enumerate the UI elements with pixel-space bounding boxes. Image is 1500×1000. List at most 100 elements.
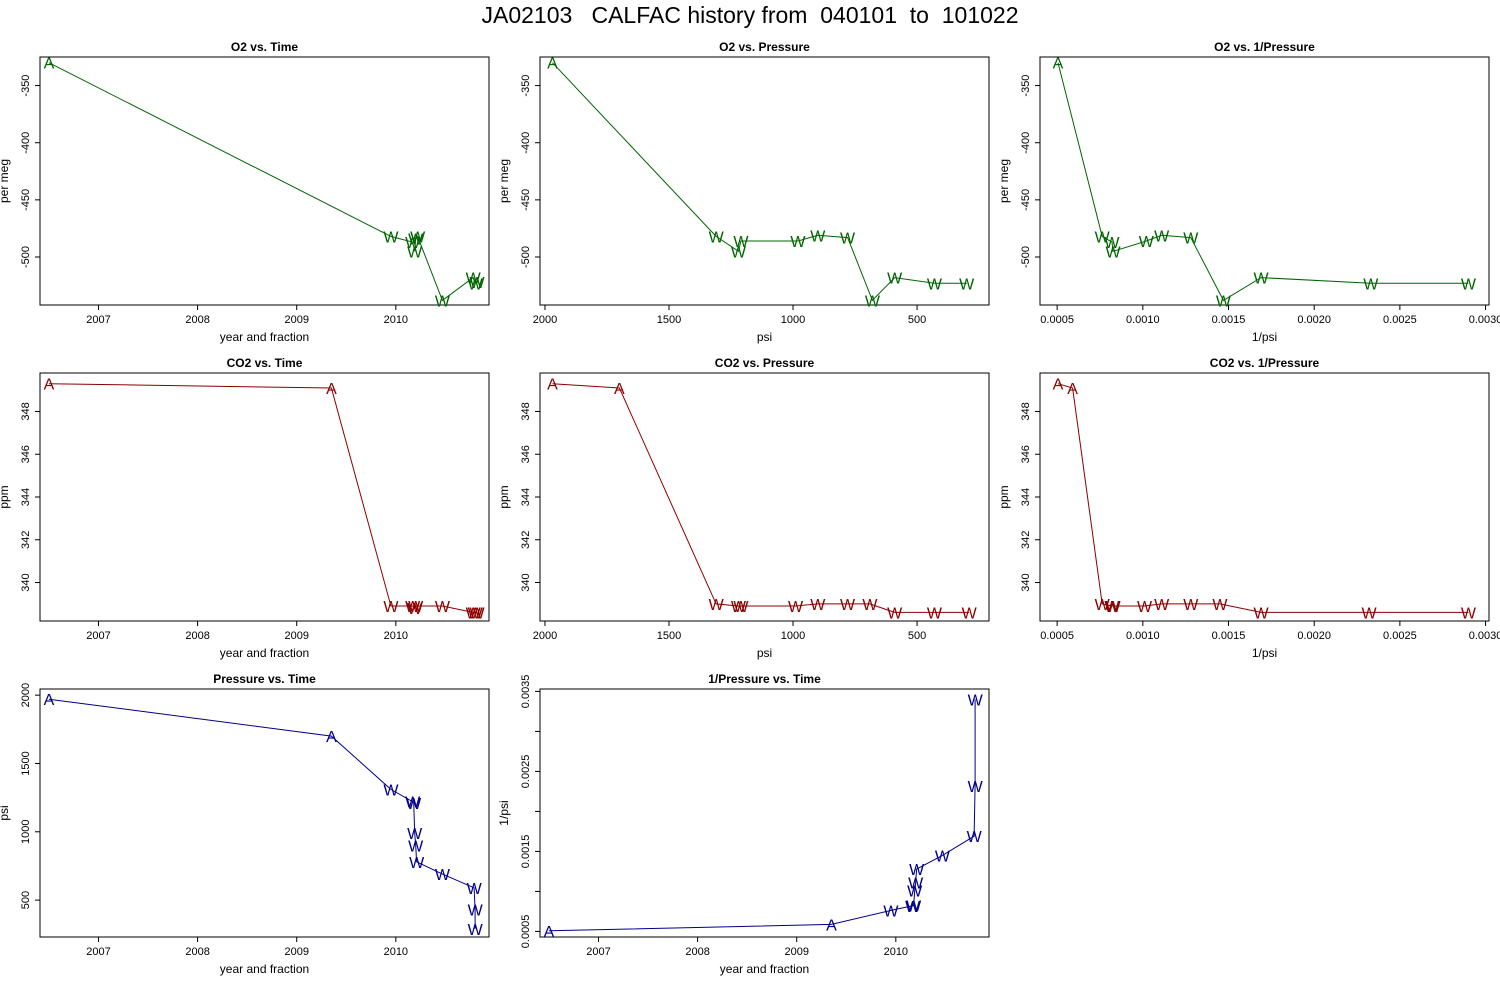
y-tick-label: -450 [1020, 189, 1032, 211]
x-tick-label: 2008 [185, 630, 209, 642]
data-point: W [905, 899, 921, 916]
x-tick-label: 0.0020 [1297, 314, 1331, 326]
data-point: W [1183, 597, 1199, 614]
y-axis-label: ppm [497, 485, 511, 508]
y-tick-label: 1000 [20, 820, 32, 844]
data-point: A [547, 56, 558, 73]
x-tick-label: 0.0005 [1040, 630, 1074, 642]
y-tick-label: -350 [1020, 75, 1032, 97]
data-point: A [326, 729, 337, 746]
data-point: W [709, 597, 725, 614]
data-point: W [1216, 293, 1232, 310]
y-axis-label: per meg [497, 159, 511, 203]
plot-frame [1039, 372, 1490, 622]
data-point: W [731, 244, 747, 261]
y-tick-label: 344 [520, 488, 532, 506]
y-tick-label: -500 [520, 246, 532, 268]
data-point: W [865, 293, 881, 310]
data-point: W [435, 599, 451, 616]
data-point: W [468, 903, 484, 920]
data-point: W [407, 244, 423, 261]
data-point: W [468, 276, 484, 293]
data-point: W [927, 276, 943, 293]
y-tick-label: 0.0035 [520, 675, 532, 709]
x-tick-label: 2008 [685, 946, 709, 958]
y-axis-label: psi [0, 805, 11, 820]
data-point: W [1461, 276, 1477, 293]
data-point: W [862, 597, 878, 614]
chart-panel-8: 1/Pressure vs. Time 2007 2008 2009 2010 year … [497, 672, 990, 976]
data-point: A [1053, 377, 1064, 394]
series-line [552, 383, 970, 613]
data-point: A [614, 381, 625, 398]
data-point: W [887, 605, 903, 622]
data-point: W [907, 884, 923, 901]
data-point: W [731, 599, 747, 616]
x-tick-label: 2007 [86, 946, 110, 958]
y-tick-label: 0.0015 [520, 835, 532, 869]
x-tick-label: 1000 [781, 314, 805, 326]
x-axis-label: 1/psi [1252, 646, 1277, 660]
x-tick-label: 0.0015 [1212, 630, 1246, 642]
data-point: W [962, 605, 978, 622]
chart-panel-4: CO2 vs. Time 2007 2008 2009 2010 year and fra… [0, 356, 490, 660]
data-point: W [1139, 234, 1155, 251]
x-tick-label: 2000 [533, 314, 557, 326]
plot-frame [539, 372, 990, 622]
data-point: W [408, 599, 424, 616]
data-point: W [1254, 271, 1270, 288]
series-line [1057, 383, 1469, 613]
y-tick-label: 346 [520, 445, 532, 463]
chart-title: Pressure vs. Time [213, 672, 316, 686]
data-point: A [44, 56, 55, 73]
data-point: W [383, 599, 399, 616]
chart-title: 1/Pressure vs. Time [708, 672, 821, 686]
data-point: A [44, 377, 55, 394]
data-point: W [383, 782, 399, 799]
chart-title: CO2 vs. Time [227, 356, 303, 370]
series-line [1057, 62, 1469, 302]
x-axis-label: year and fraction [220, 962, 309, 976]
x-axis-label: 1/psi [1252, 330, 1277, 344]
x-tick-label: 0.0010 [1126, 314, 1160, 326]
x-tick-label: 2010 [384, 630, 408, 642]
x-tick-label: 500 [908, 314, 926, 326]
data-point: W [1461, 605, 1477, 622]
x-tick-label: 2008 [185, 314, 209, 326]
y-tick-label: -350 [520, 75, 532, 97]
chart-panel-1: O2 vs. Time 2007 2008 2009 2010 year and frac… [0, 40, 490, 344]
y-tick-label: 348 [1020, 402, 1032, 420]
y-tick-label: 340 [1020, 573, 1032, 591]
x-tick-label: 0.0025 [1383, 630, 1417, 642]
y-tick-label: -400 [520, 132, 532, 154]
x-tick-label: 2000 [533, 630, 557, 642]
data-point: W [1154, 597, 1170, 614]
chart-panel-6: CO2 vs. 1/Pressure 0.0005 0.0010 0.0015 0.00… [997, 356, 1500, 660]
y-tick-label: 0.0005 [520, 915, 532, 949]
data-point: W [709, 229, 725, 246]
plot-frame [1039, 56, 1490, 306]
data-point: W [410, 229, 426, 246]
data-point: W [1361, 605, 1377, 622]
x-tick-label: 2010 [884, 946, 908, 958]
data-point: W [1212, 597, 1228, 614]
chart-title: CO2 vs. Pressure [715, 356, 815, 370]
data-point: W [1105, 244, 1121, 261]
y-axis-label: per meg [997, 159, 1011, 203]
data-point: W [906, 898, 922, 915]
data-point: W [1183, 231, 1199, 248]
data-point: W [788, 599, 804, 616]
y-tick-label: 346 [1020, 445, 1032, 463]
data-point: W [435, 293, 451, 310]
x-tick-label: 2010 [384, 314, 408, 326]
x-axis-label: year and fraction [220, 646, 309, 660]
plot-frame [39, 688, 490, 938]
data-point: A [1053, 56, 1064, 73]
y-tick-label: -400 [1020, 132, 1032, 154]
y-axis-label: 1/psi [497, 800, 511, 825]
y-tick-label: -350 [20, 75, 32, 97]
series-line [48, 383, 478, 613]
data-point: W [467, 881, 483, 898]
chart-panel-7: Pressure vs. Time 2007 2008 2009 2010 year an… [0, 672, 490, 976]
x-tick-label: 0.0020 [1297, 630, 1331, 642]
